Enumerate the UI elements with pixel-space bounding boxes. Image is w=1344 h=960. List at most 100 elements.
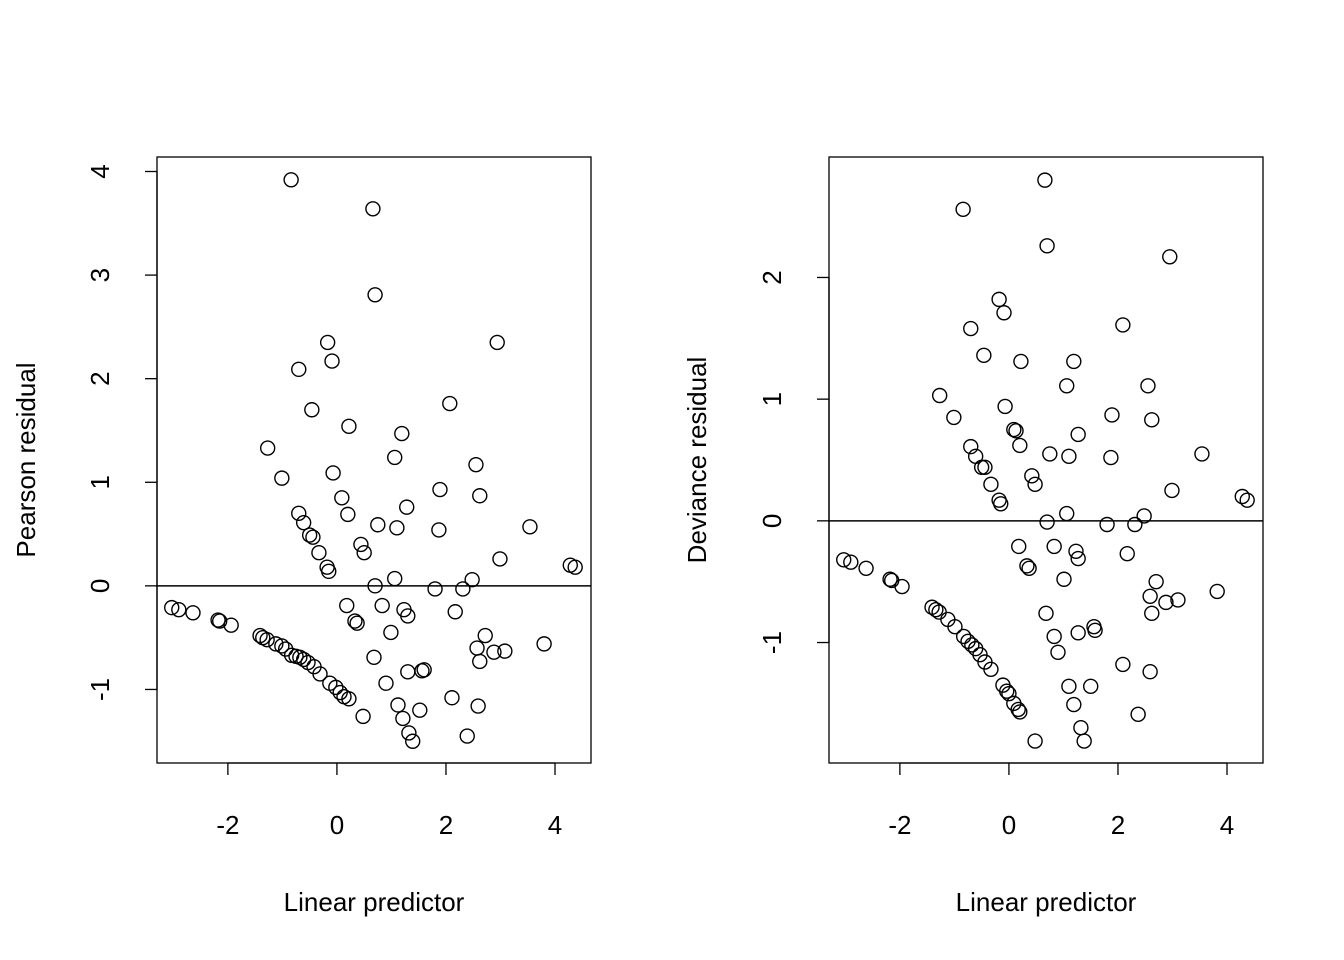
data-point: [492, 551, 508, 567]
data-point: [946, 409, 962, 426]
x-axis-label-right: Linear predictor: [956, 887, 1137, 917]
data-point: [1073, 720, 1089, 736]
y-tick-label: -1: [757, 631, 787, 654]
data-point: [459, 728, 475, 744]
data-point: [1038, 605, 1054, 622]
x-tick-label: 4: [548, 810, 562, 840]
data-point: [223, 617, 239, 633]
data-point: [1140, 378, 1156, 394]
data-point: [1136, 508, 1152, 524]
data-point: [455, 581, 471, 597]
y-axis-label-right: Deviance residual: [682, 357, 712, 564]
data-point: [444, 690, 460, 706]
data-point: [1066, 353, 1082, 370]
data-point: [212, 613, 228, 629]
data-point: [340, 506, 356, 523]
data-point: [1066, 696, 1082, 713]
plot-frame: [156, 156, 592, 764]
data-point: [1013, 353, 1029, 370]
data-point: [1024, 468, 1040, 484]
data-point: [432, 481, 448, 498]
data-point: [356, 545, 372, 561]
data-point: [1012, 437, 1028, 454]
data-point: [295, 651, 312, 668]
data-point: [1011, 538, 1027, 555]
x-tick-label: 4: [1220, 810, 1234, 840]
data-point: [401, 725, 417, 741]
data-point: [405, 733, 421, 749]
data-point: [1162, 249, 1178, 265]
data-point: [442, 395, 458, 412]
data-point: [1006, 421, 1022, 438]
data-point: [1099, 516, 1115, 533]
data-point: [993, 496, 1009, 512]
data-point: [1027, 733, 1043, 749]
data-point: [1076, 733, 1092, 749]
y-tick-label: 3: [85, 268, 115, 282]
data-point: [836, 552, 852, 568]
panel-deviance: -2 0 2 4 -1 0 1 2: [757, 156, 1264, 840]
data-point: [1170, 592, 1186, 608]
data-point: [311, 545, 327, 561]
data-point: [268, 636, 284, 652]
data-point: [274, 470, 290, 486]
data-point: [486, 644, 502, 660]
data-point: [976, 347, 992, 364]
data-point: [843, 554, 859, 570]
data-point: [328, 679, 344, 696]
data-point: [427, 581, 443, 597]
data-point: [378, 675, 394, 691]
data-point: [1039, 514, 1055, 530]
data-point: [1059, 378, 1075, 394]
data-point: [1239, 492, 1255, 508]
data-point: [1061, 678, 1077, 695]
data-point: [1083, 678, 1099, 695]
data-point: [1012, 704, 1028, 720]
data-point: [334, 490, 350, 506]
data-point: [259, 632, 275, 648]
data-point: [1050, 644, 1066, 660]
data-point: [365, 201, 381, 217]
y-tick-label: 2: [85, 371, 115, 385]
data-point: [964, 637, 980, 653]
data-point: [469, 640, 485, 656]
data-point: [339, 597, 355, 614]
data-point: [1042, 446, 1058, 462]
data-point: [983, 661, 999, 678]
data-point: [1019, 558, 1035, 574]
x-tick-label: 2: [1111, 810, 1125, 840]
data-point: [928, 601, 944, 618]
data-point: [997, 398, 1013, 415]
data-point: [210, 612, 226, 628]
data-point: [1068, 543, 1084, 559]
data-point: [1115, 317, 1131, 333]
data-point: [1142, 588, 1158, 604]
data-point: [347, 613, 363, 629]
data-point: [1144, 412, 1160, 428]
y-tick-label: 0: [757, 514, 787, 528]
data-point: [389, 520, 405, 536]
data-point: [277, 641, 294, 657]
data-point: [1070, 426, 1086, 443]
y-tick-label: 0: [85, 579, 115, 593]
data-point: [431, 522, 447, 538]
x-tick-label: -2: [216, 810, 239, 840]
data-point: [292, 649, 308, 666]
data-point: [931, 387, 948, 404]
data-point: [1037, 172, 1053, 188]
data-point: [394, 425, 410, 442]
data-point: [1001, 685, 1017, 702]
data-point: [477, 627, 493, 644]
data-point: [171, 601, 187, 618]
data-point: [387, 570, 403, 587]
data-point: [353, 536, 369, 553]
data-point: [259, 440, 276, 456]
data-point: [1056, 571, 1072, 587]
data-point: [963, 438, 979, 455]
data-point: [497, 643, 513, 659]
data-point: [1070, 625, 1086, 641]
data-point: [489, 334, 505, 351]
data-point: [1164, 482, 1180, 499]
data-point: [947, 619, 963, 635]
